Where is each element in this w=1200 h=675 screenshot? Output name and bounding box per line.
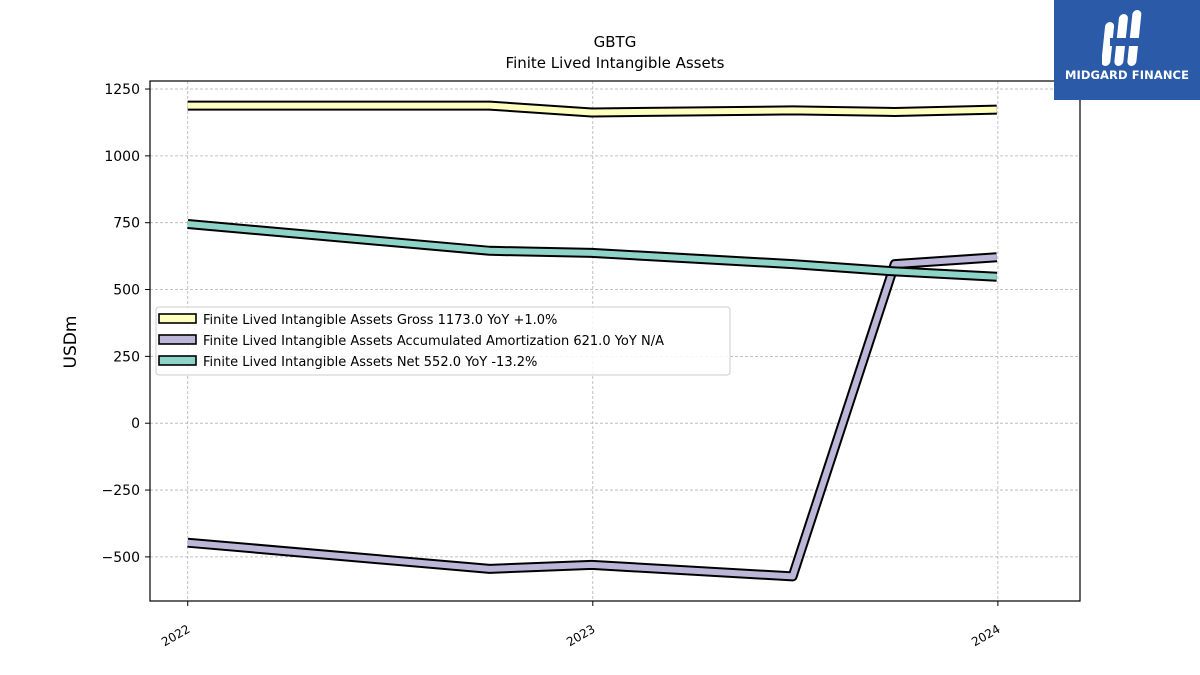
legend-entry[interactable]: Finite Lived Intangible Assets Net 552.0… bbox=[203, 355, 537, 370]
legend-entry[interactable]: Finite Lived Intangible Assets Gross 117… bbox=[203, 313, 557, 328]
chart-subtitle: Finite Lived Intangible Assets bbox=[506, 54, 725, 72]
y-tick-label: 750 bbox=[113, 216, 140, 232]
series-line bbox=[187, 254, 998, 580]
legend-box bbox=[155, 306, 731, 376]
series-2 bbox=[187, 252, 998, 582]
series-line bbox=[187, 221, 997, 280]
midgard-logo-icon bbox=[1102, 10, 1142, 66]
x-tick-label: 2024 bbox=[969, 622, 1002, 649]
y-tick-label: 500 bbox=[113, 283, 140, 299]
series-line-outline bbox=[187, 252, 998, 582]
legend-swatch bbox=[158, 334, 197, 345]
legend[interactable]: Finite Lived Intangible Assets Gross 117… bbox=[155, 306, 731, 376]
midgard-finance-logo: MIDGARD FINANCE bbox=[1054, 0, 1200, 100]
axis-ticks: 1250 1000 750 500 250 0 −250 −500 2022 2023 2024 bbox=[102, 82, 1003, 649]
y-tick-label: 250 bbox=[113, 349, 140, 365]
legend-swatch bbox=[158, 355, 197, 366]
y-tick-label: 1000 bbox=[104, 149, 140, 165]
series-3 bbox=[187, 219, 998, 282]
legend-entry[interactable]: Finite Lived Intangible Assets Accumulat… bbox=[203, 334, 664, 349]
series-lines bbox=[187, 100, 998, 582]
x-tick-label: 2023 bbox=[564, 622, 597, 649]
plot-frame bbox=[149, 80, 1081, 602]
chart-title: GBTG bbox=[594, 33, 637, 51]
y-tick-label: −250 bbox=[102, 483, 140, 499]
y-tick-label: 1250 bbox=[104, 82, 140, 98]
legend-swatch bbox=[158, 313, 197, 324]
series-line bbox=[187, 102, 997, 116]
series-1 bbox=[187, 100, 997, 118]
y-tick-label: 0 bbox=[131, 416, 140, 432]
y-axis-label: USDm bbox=[61, 316, 81, 369]
y-tick-label: −500 bbox=[102, 550, 140, 566]
logo-text: MIDGARD FINANCE bbox=[1064, 68, 1190, 82]
x-tick-label: 2022 bbox=[159, 622, 192, 649]
